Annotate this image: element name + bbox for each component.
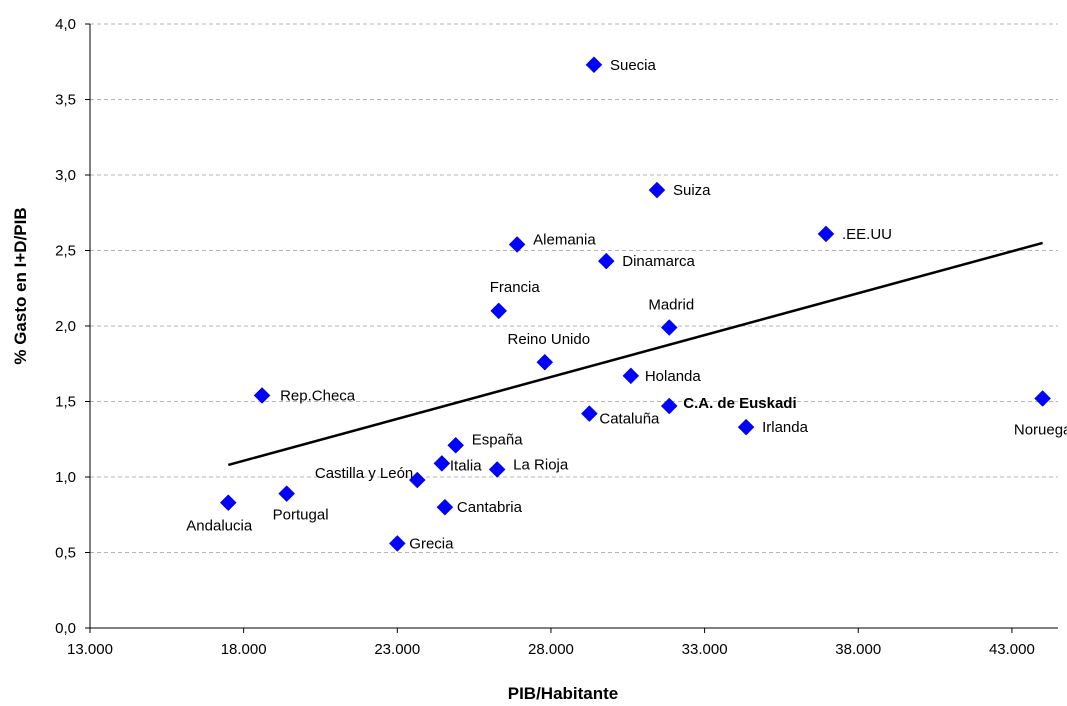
data-point-label: Castilla y León	[315, 465, 413, 482]
data-point-label: Suecia	[610, 57, 657, 74]
data-point-marker	[622, 367, 640, 385]
data-point-marker	[737, 418, 755, 436]
x-axis-title: PIB/Habitante	[508, 684, 619, 703]
data-points	[219, 56, 1051, 552]
data-point-label: Reino Unido	[508, 331, 591, 348]
data-point-label: Noruega	[1014, 421, 1067, 438]
data-point-marker	[388, 535, 406, 552]
x-tick-label: 18.000	[221, 641, 267, 658]
data-point-marker	[253, 387, 271, 404]
data-point-label: Alemania	[533, 231, 596, 248]
data-point-label: España	[472, 431, 524, 448]
data-point-marker	[1034, 390, 1051, 407]
data-point-label: Portugal	[273, 507, 329, 524]
data-point-marker	[436, 498, 454, 516]
data-point-label: Italia	[450, 457, 482, 474]
data-point-marker	[488, 461, 506, 478]
y-tick-label: 3,0	[55, 167, 76, 184]
x-tick-label: 28.000	[528, 641, 574, 658]
data-point-marker	[433, 455, 451, 472]
data-point-label: Francia	[490, 279, 541, 296]
data-point-label: Suiza	[673, 182, 711, 199]
y-tick-label: 3,5	[55, 92, 76, 109]
tick-labels: 0,0 0,5 1,0 1,5 2,0 2,5 3,0 3,5 4,0 13.000 18.000 2…	[55, 16, 1035, 658]
data-point-marker	[581, 405, 598, 422]
x-tick-label: 33.000	[682, 641, 728, 658]
y-tick-label: 2,0	[55, 318, 76, 335]
data-point-marker	[585, 56, 603, 74]
data-point-label: Holanda	[645, 368, 702, 385]
data-point-marker	[660, 319, 678, 336]
data-point-label: Dinamarca	[622, 253, 695, 270]
data-point-label: Grecia	[409, 535, 454, 552]
y-tick-label: 0,0	[55, 620, 76, 637]
trendline	[227, 241, 1043, 467]
data-point-label: Madrid	[648, 297, 694, 314]
data-point-marker	[219, 494, 237, 512]
data-point-label: Irlanda	[762, 419, 809, 436]
trendline-layer	[227, 241, 1043, 467]
y-tick-label: 2,5	[55, 243, 76, 260]
data-point-label: C.A. de Euskadi	[683, 395, 796, 412]
data-point-marker	[447, 436, 465, 454]
grid-lines	[90, 23, 1058, 553]
data-point-marker	[278, 485, 296, 502]
x-tick-label: 38.000	[835, 641, 881, 658]
data-point-label: La Rioja	[513, 456, 569, 473]
x-tick-label: 13.000	[67, 641, 113, 658]
data-point-marker	[408, 471, 426, 489]
y-tick-label: 0,5	[55, 545, 76, 562]
x-tick-label: 43.000	[989, 641, 1035, 658]
data-point-label: Andalucia	[186, 518, 253, 535]
point-labels: Suecia Suiza .EE.UU Alemania Dinamarca Franci…	[186, 57, 1067, 553]
y-tick-label: 4,0	[55, 16, 76, 33]
data-point-marker	[817, 225, 835, 243]
data-point-marker	[508, 236, 526, 253]
x-tick-label: 23.000	[374, 641, 420, 658]
data-point-marker	[597, 252, 615, 270]
y-tick-label: 1,5	[55, 394, 76, 411]
data-point-marker	[490, 302, 508, 320]
data-point-marker	[536, 353, 554, 371]
data-point-label: Cataluña	[599, 411, 660, 428]
y-axis-title: % Gasto en I+D/PIB	[11, 207, 30, 364]
data-point-label: Rep.Checa	[280, 387, 356, 404]
y-tick-label: 1,0	[55, 469, 76, 486]
data-point-marker	[660, 397, 678, 415]
data-point-marker	[648, 181, 666, 199]
axes	[85, 23, 1058, 633]
data-point-label: Cantabria	[457, 499, 523, 516]
data-point-label: .EE.UU	[842, 226, 892, 243]
